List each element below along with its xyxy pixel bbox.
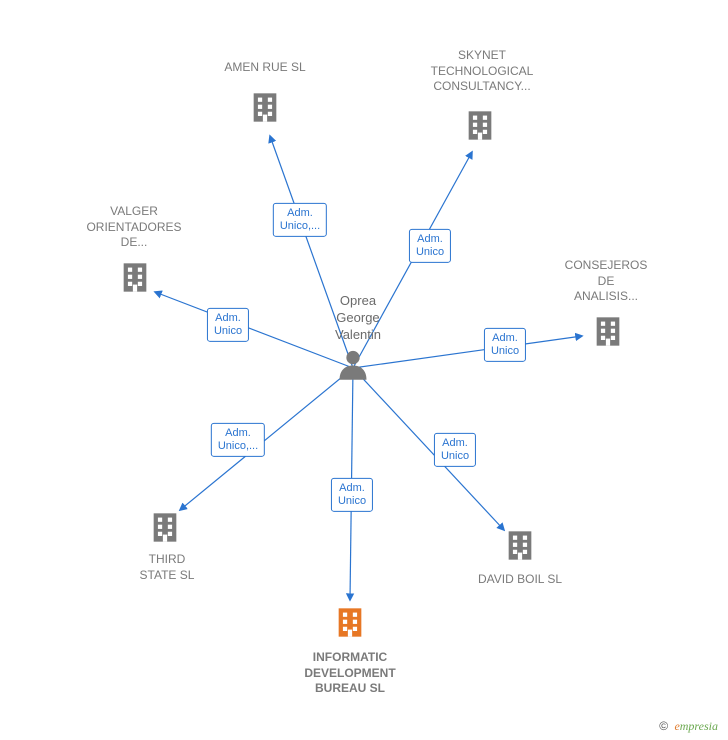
brand-rest: mpresia [680, 719, 718, 733]
node-label: INFORMATIC DEVELOPMENT BUREAU SL [304, 650, 395, 697]
edge-label: Adm. Unico [484, 328, 526, 362]
building-icon[interactable] [463, 109, 497, 148]
edge-label: Adm. Unico,... [211, 423, 265, 457]
edge-line [155, 292, 353, 368]
footer-credit: © empresia [659, 719, 718, 734]
edge-label: Adm. Unico [207, 308, 249, 342]
node-label: CONSEJEROS DE ANALISIS... [565, 258, 648, 305]
edge-line [353, 336, 582, 368]
edge-label: Adm. Unico,... [273, 203, 327, 237]
edge-label: Adm. Unico [409, 229, 451, 263]
node-label: VALGER ORIENTADORES DE... [86, 204, 181, 251]
building-icon[interactable] [248, 91, 282, 130]
copyright-symbol: © [659, 719, 668, 733]
person-icon[interactable] [334, 347, 372, 390]
edge-line [353, 368, 504, 530]
edge-label: Adm. Unico [434, 433, 476, 467]
building-icon[interactable] [503, 529, 537, 568]
center-node-label: Oprea George Valentin [335, 293, 381, 344]
node-label: SKYNET TECHNOLOGICAL CONSULTANCY... [431, 48, 534, 95]
building-icon[interactable] [591, 315, 625, 354]
node-label: DAVID BOIL SL [478, 572, 562, 588]
building-icon[interactable] [333, 606, 367, 645]
building-icon[interactable] [148, 511, 182, 550]
edge-line [180, 368, 353, 510]
building-icon[interactable] [118, 261, 152, 300]
node-label: AMEN RUE SL [224, 60, 305, 76]
edge-label: Adm. Unico [331, 478, 373, 512]
node-label: THIRD STATE SL [140, 552, 195, 583]
